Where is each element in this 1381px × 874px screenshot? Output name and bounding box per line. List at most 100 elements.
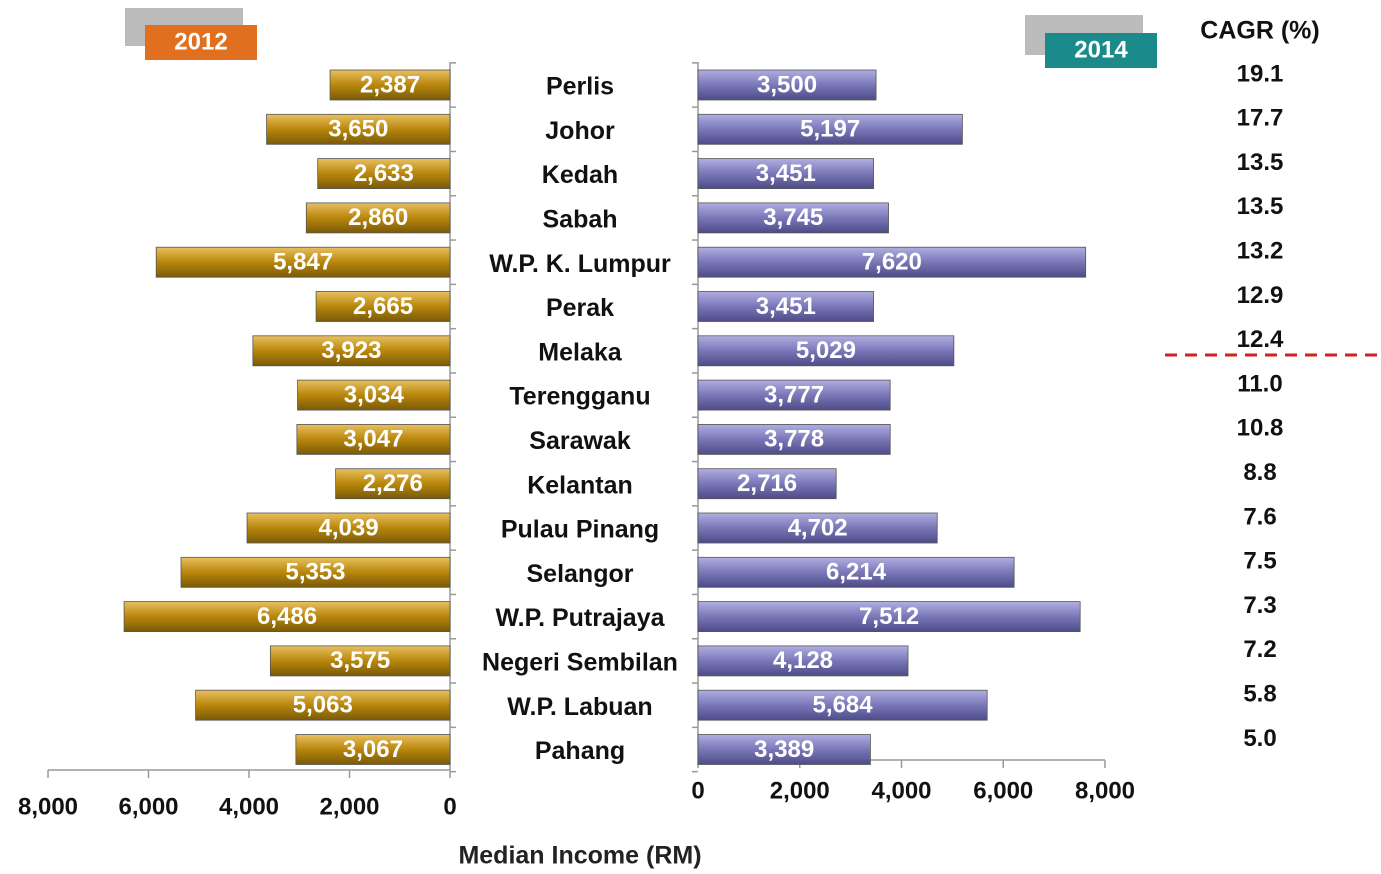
cagr-value: 13.2	[1237, 238, 1284, 265]
cagr-title: CAGR (%)	[1200, 17, 1319, 45]
cagr-value: 5.0	[1243, 725, 1276, 752]
bar-value-label: 3,575	[330, 647, 390, 674]
bar-value-label: 3,650	[328, 116, 388, 143]
x-tick-label: 0	[691, 777, 704, 804]
bar	[697, 512, 938, 544]
category-label: Sabah	[542, 206, 617, 234]
bar-value-label: 5,029	[796, 337, 856, 364]
category-label: Sarawak	[529, 427, 631, 455]
bar-value-label: 3,778	[764, 426, 824, 453]
bar-value-label: 5,684	[813, 692, 874, 719]
x-tick-label: 4,000	[219, 793, 279, 820]
category-label: Terengganu	[509, 383, 650, 411]
bar-value-label: 2,276	[363, 470, 423, 497]
bar-value-label: 2,387	[360, 71, 420, 98]
bar-value-label: 6,486	[257, 603, 317, 630]
category-label: Perak	[546, 294, 614, 322]
legend-label: 2014	[1074, 36, 1128, 63]
bar	[317, 158, 451, 190]
bar	[697, 689, 988, 721]
category-label: Negeri Sembilan	[482, 649, 678, 677]
legend-swatch	[145, 25, 257, 60]
x-tick-label: 6,000	[973, 777, 1033, 804]
bar	[697, 645, 909, 677]
bar-value-label: 5,197	[800, 116, 860, 143]
bar-value-label: 2,716	[737, 470, 797, 497]
cagr-value: 5.8	[1243, 681, 1276, 708]
x-axis-label: Median Income (RM)	[458, 842, 701, 870]
category-label: Kelantan	[527, 471, 633, 499]
bar-value-label: 3,451	[756, 160, 816, 187]
bar	[335, 468, 451, 500]
cagr-value: 17.7	[1237, 105, 1284, 132]
bar-value-label: 4,128	[773, 647, 833, 674]
bar	[123, 601, 451, 632]
category-label: W.P. K. Lumpur	[489, 250, 671, 278]
legend-label: 2012	[174, 28, 227, 55]
category-label: Pahang	[535, 737, 625, 765]
bar	[697, 69, 877, 101]
bar-value-label: 3,389	[754, 736, 814, 763]
x-tick-label: 6,000	[118, 793, 178, 820]
bar	[266, 113, 451, 145]
bar	[297, 379, 451, 411]
category-label: Kedah	[542, 161, 618, 189]
bar-value-label: 3,923	[321, 337, 381, 364]
x-tick-label: 0	[443, 793, 456, 820]
bar-value-label: 4,039	[318, 514, 378, 541]
category-label: W.P. Labuan	[507, 693, 652, 721]
bar-value-label: 2,860	[348, 204, 408, 231]
category-label: Perlis	[546, 73, 614, 101]
bar	[180, 556, 451, 588]
bar	[315, 291, 451, 322]
cagr-value: 12.9	[1237, 282, 1284, 309]
cagr-value: 19.1	[1237, 60, 1284, 87]
x-tick-label: 2,000	[770, 777, 830, 804]
cagr-value: 13.5	[1237, 149, 1284, 176]
cagr-value: 7.6	[1243, 503, 1276, 530]
bar-value-label: 5,847	[273, 249, 333, 276]
bar	[305, 202, 451, 234]
bar-value-label: 3,047	[343, 426, 403, 453]
bar-value-label: 3,745	[763, 204, 823, 231]
bar-value-label: 6,214	[826, 559, 887, 586]
bar	[329, 69, 451, 101]
cagr-value: 11.0	[1237, 370, 1282, 397]
bar-value-label: 4,702	[788, 514, 848, 541]
bar-value-label: 3,067	[343, 736, 403, 763]
category-label: Pulau Pinang	[501, 516, 659, 544]
bar	[697, 423, 891, 455]
legend-swatch	[1045, 33, 1157, 68]
x-tick-label: 8,000	[18, 793, 78, 820]
x-tick-label: 2,000	[319, 793, 379, 820]
bar-value-label: 3,451	[756, 293, 816, 320]
category-label: Johor	[545, 117, 615, 145]
cagr-value: 7.3	[1243, 592, 1276, 619]
bar	[697, 556, 1015, 588]
cagr-value: 7.5	[1243, 548, 1276, 575]
bar	[697, 335, 955, 367]
cagr-value: 7.2	[1243, 636, 1276, 663]
bar	[697, 113, 963, 145]
bar	[697, 601, 1081, 632]
x-tick-label: 8,000	[1075, 777, 1135, 804]
x-tick-label: 4,000	[871, 777, 931, 804]
bar	[155, 246, 451, 278]
bar-value-label: 3,500	[757, 71, 817, 98]
bar-value-label: 5,063	[293, 692, 353, 719]
bar	[697, 246, 1087, 278]
bar	[195, 689, 451, 721]
bar	[295, 734, 451, 765]
bar-value-label: 5,353	[285, 559, 345, 586]
bar	[252, 335, 451, 367]
bar-value-label: 2,633	[354, 160, 414, 187]
bar	[296, 423, 451, 455]
category-label: W.P. Putrajaya	[495, 604, 665, 632]
bar-value-label: 3,777	[764, 381, 824, 408]
bar	[697, 202, 889, 234]
bar	[697, 158, 874, 190]
bar-value-label: 2,665	[353, 293, 413, 320]
bar-value-label: 3,034	[344, 381, 405, 408]
bar	[697, 379, 891, 411]
cagr-value: 12.4	[1237, 326, 1284, 353]
